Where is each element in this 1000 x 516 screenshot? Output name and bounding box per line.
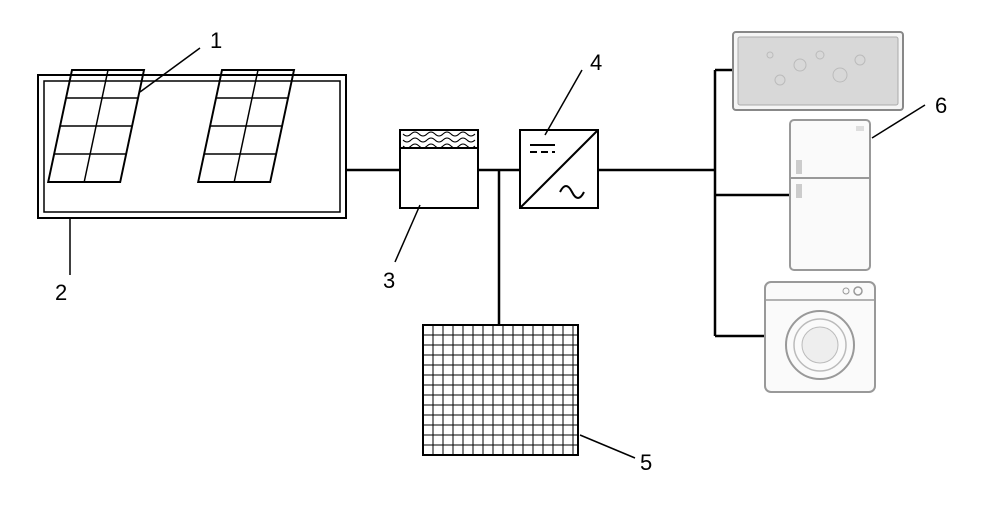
leader-1 <box>140 48 200 92</box>
leader-5 <box>580 435 635 458</box>
tv-appliance <box>733 32 903 110</box>
panel-frame-outer <box>38 75 346 218</box>
solar-panel-left <box>48 70 144 182</box>
inverter-box <box>520 130 598 208</box>
callout-label-1: 1 <box>210 28 222 54</box>
controller-box <box>400 130 478 208</box>
callout-label-4: 4 <box>590 50 602 76</box>
washer-appliance <box>765 282 875 392</box>
leader-4 <box>545 70 582 135</box>
callout-label-5: 5 <box>640 450 652 476</box>
solar-system-diagram <box>0 0 1000 516</box>
panel-frame-inner <box>44 81 340 212</box>
solar-panel-right <box>198 70 294 182</box>
fridge-appliance <box>790 120 870 270</box>
leader-3 <box>395 205 420 262</box>
callout-label-3: 3 <box>383 268 395 294</box>
battery-box <box>423 325 578 455</box>
callout-label-6: 6 <box>935 93 947 119</box>
callout-label-2: 2 <box>55 280 67 306</box>
